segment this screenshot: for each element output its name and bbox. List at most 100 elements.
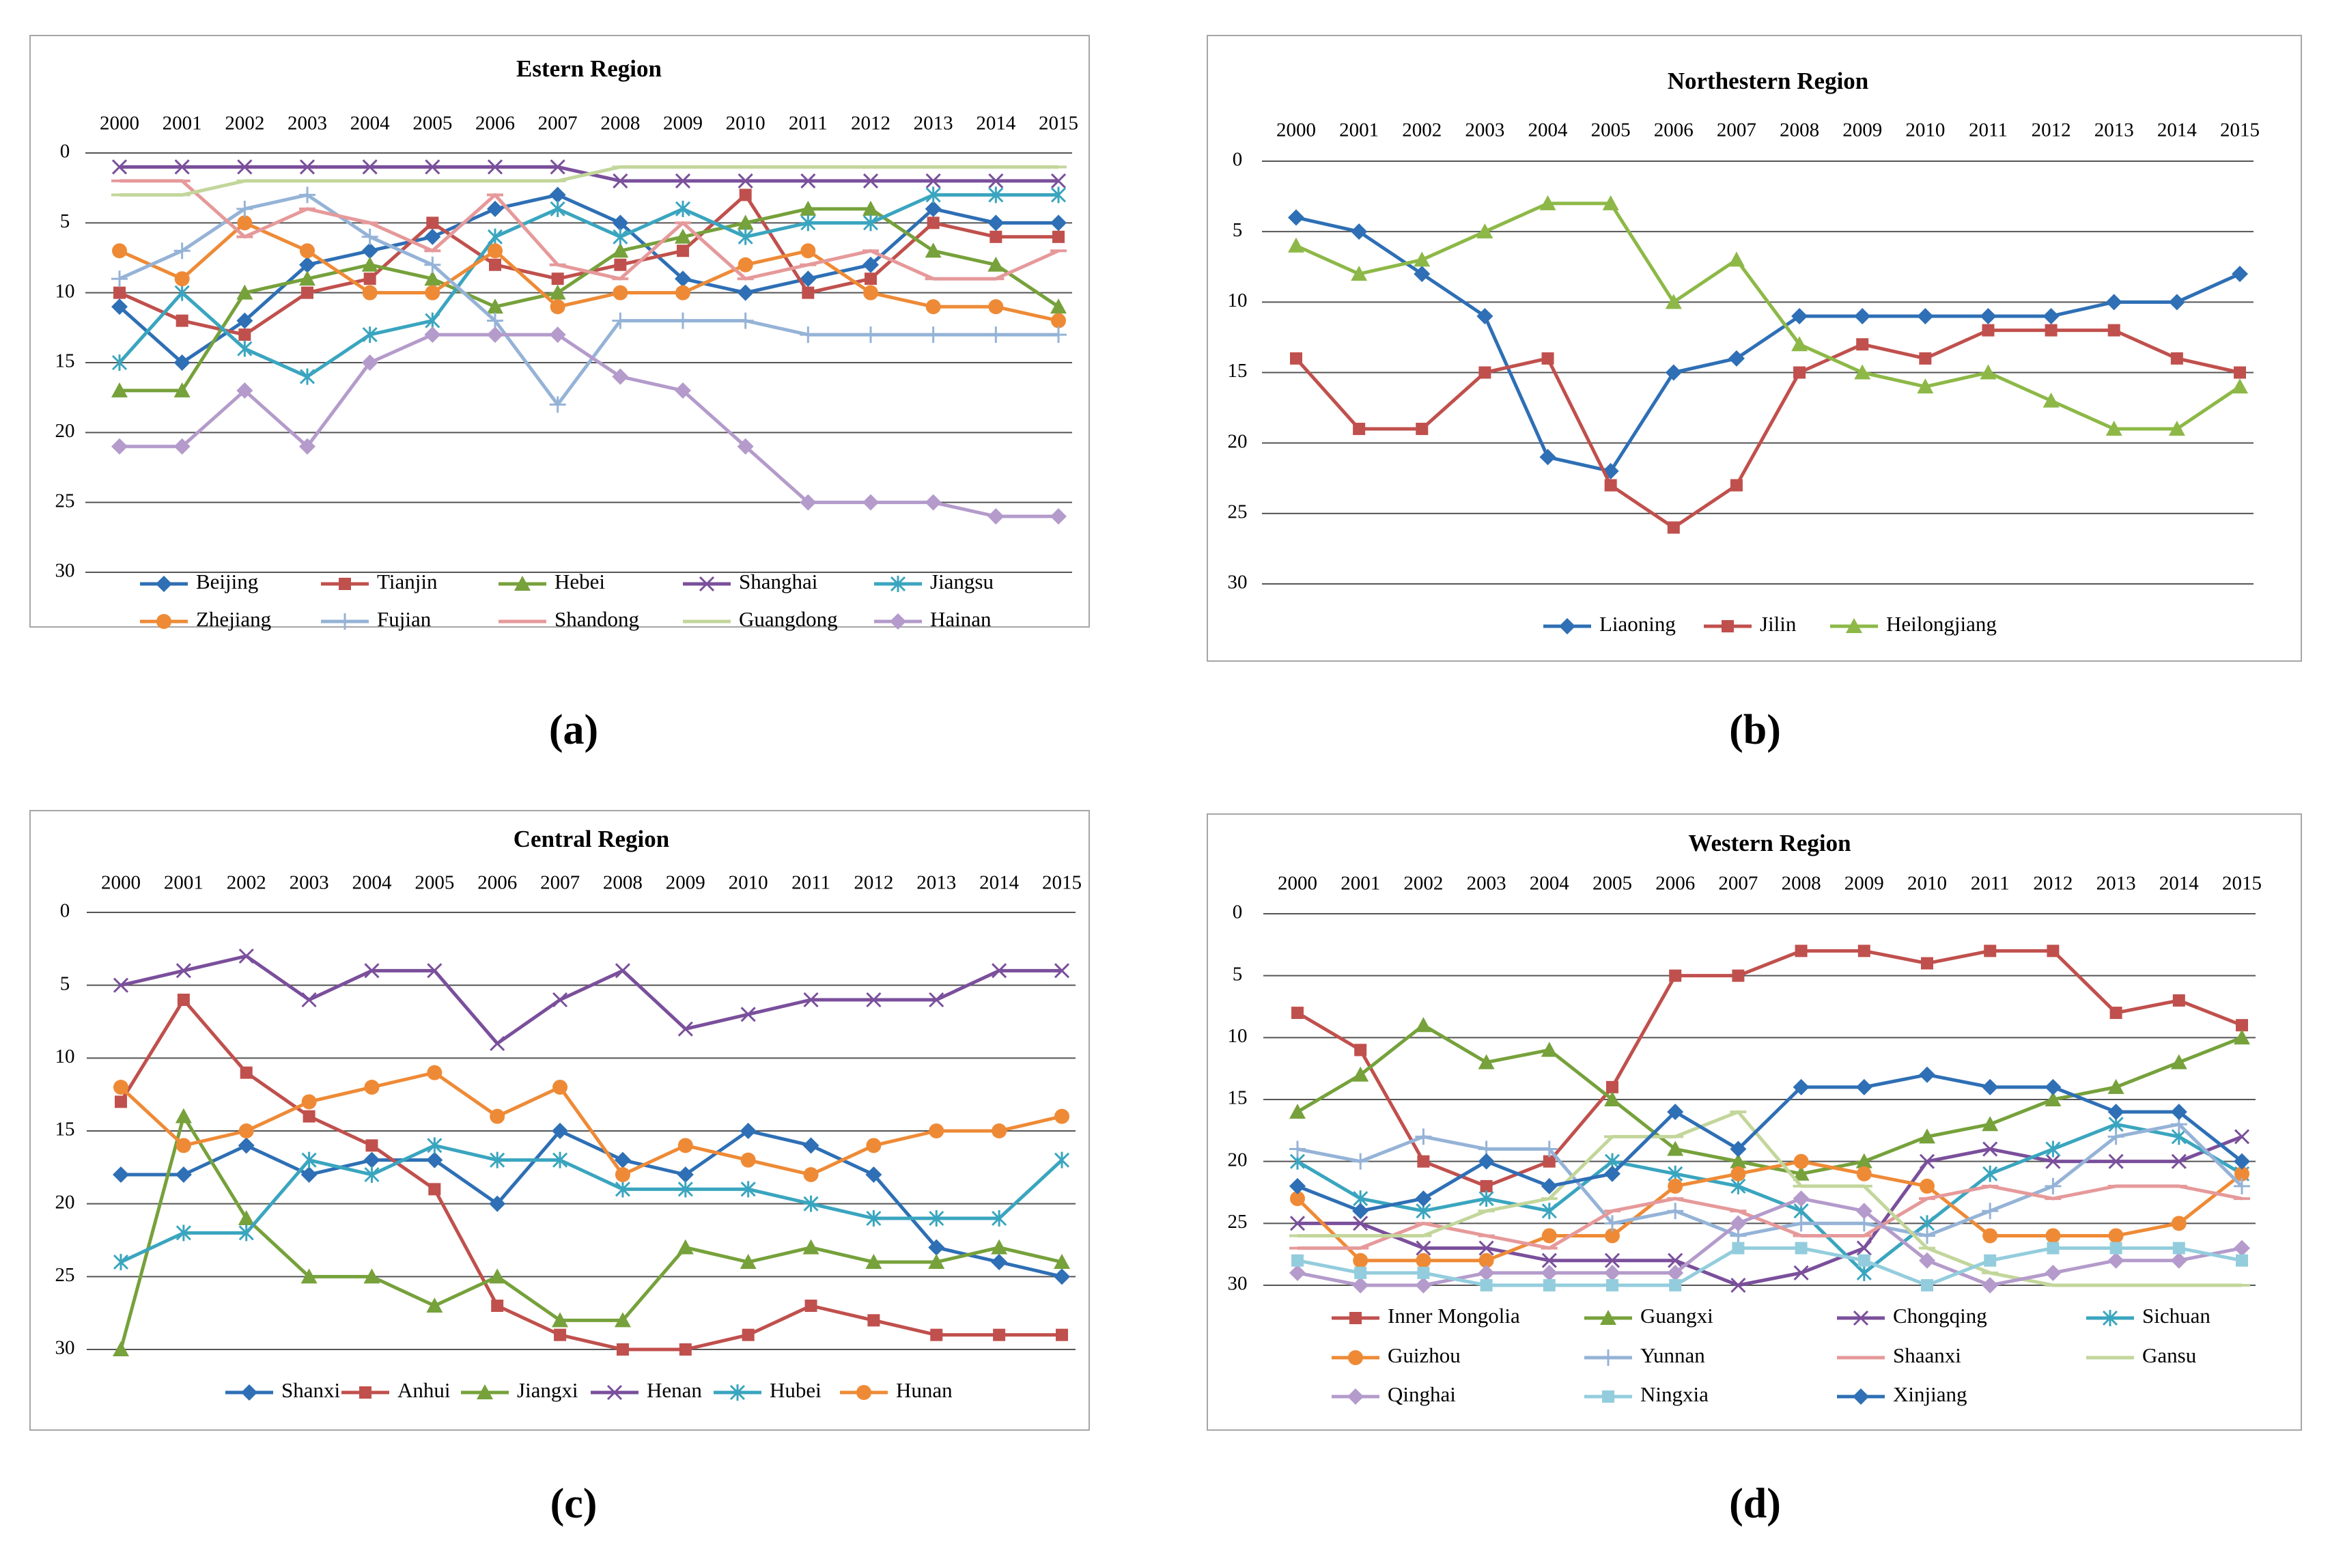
chart-4-y-tick-label: 25 xyxy=(1228,1211,1248,1233)
chart-1-data-point xyxy=(362,285,378,300)
chart-2-data-point xyxy=(1414,266,1431,283)
chart-3-legend-marker xyxy=(856,1385,871,1400)
chart-1-data-point xyxy=(236,312,253,329)
chart-4-y-tick-label: 30 xyxy=(1228,1273,1248,1295)
chart-4-data-point xyxy=(1667,1264,1684,1281)
chart-1-y-tick-label: 30 xyxy=(55,560,75,582)
chart-4-data-point xyxy=(1480,1279,1493,1291)
chart-1-data-point xyxy=(299,256,315,273)
chart-3-x-tick-label: 2011 xyxy=(791,872,830,894)
chart-3-legend-item: Henan xyxy=(591,1378,702,1402)
chart-3-data-point xyxy=(427,1065,443,1080)
chart-1-x-tick-label: 2004 xyxy=(350,113,391,135)
chart-1-data-point xyxy=(487,159,503,175)
chart-1-data-point xyxy=(925,242,942,258)
chart-3-data-point xyxy=(616,1343,629,1356)
chart-4-data-point xyxy=(1541,1041,1558,1057)
chart-2-y-tick-label: 10 xyxy=(1228,290,1248,311)
chart-3-data-point xyxy=(113,1341,129,1356)
chart-4-data-point xyxy=(1352,1153,1369,1170)
chart-1-y-tick-label: 20 xyxy=(55,420,75,442)
chart-4-legend-label: Guizhou xyxy=(1388,1343,1461,1367)
chart-4-data-point xyxy=(1354,1266,1367,1279)
chart-3-data-point xyxy=(428,1183,441,1196)
chart-4-data-point xyxy=(1668,1252,1683,1268)
chart-3-data-point xyxy=(301,1151,317,1168)
chart-3-data-point xyxy=(301,1094,317,1110)
chart-3-data-point xyxy=(176,1224,191,1242)
chart-1-data-point xyxy=(800,270,817,288)
chart-4-data-point xyxy=(2109,1242,2122,1255)
chart-4-data-point xyxy=(2171,1216,2187,1231)
chart-1-series-beijing xyxy=(111,186,1067,371)
chart-3-data-point xyxy=(489,1195,506,1212)
chart-2-y-tick-label: 20 xyxy=(1228,430,1248,452)
chart-1-data-point xyxy=(299,270,315,286)
chart-1-legend-item: Hainan xyxy=(874,607,992,631)
chart-4-data-point xyxy=(2047,1242,2060,1255)
chart-4-data-point xyxy=(1919,1128,1935,1144)
chart-3-x-tick-label: 2014 xyxy=(979,872,1020,894)
chart-1-data-point xyxy=(925,173,941,188)
chart-2-x-tick-label: 2012 xyxy=(2032,120,2071,141)
chart-3-data-point xyxy=(552,1312,569,1328)
chart-4-legend-item: Qinghai xyxy=(1332,1382,1456,1406)
chart-3-data-point xyxy=(113,1166,129,1183)
chart-3-data-point xyxy=(929,992,944,1008)
chart-1-data-point xyxy=(301,286,313,299)
chart-2-x-tick-label: 2010 xyxy=(1905,120,1945,141)
chart-3-data-point xyxy=(677,1239,694,1255)
chart-4-series-line xyxy=(1297,1122,2243,1237)
chart-2-legend-label: Heilongjiang xyxy=(1886,612,1997,636)
chart-1-data-point xyxy=(612,242,629,258)
chart-4-x-tick-label: 2002 xyxy=(1403,873,1443,895)
chart-3-x-tick-label: 2007 xyxy=(540,872,580,894)
chart-3-series-henan xyxy=(113,948,1070,1052)
chart-4-y-tick-label: 15 xyxy=(1228,1087,1248,1109)
chart-4-data-point xyxy=(1606,1080,1618,1093)
chart-2-x-tick-label: 2000 xyxy=(1276,120,1316,141)
chart-4-data-point xyxy=(1982,1141,1998,1157)
chart-1-data-point xyxy=(111,298,128,316)
chart-4-panel: Western Region 0 5 10 15 20 25 30 2000 2001 2002 20… xyxy=(1207,813,2302,1431)
chart-1-data-point xyxy=(550,159,565,175)
chart-4-data-point xyxy=(2047,944,2060,957)
chart-4-title: Western Region xyxy=(1688,830,1851,856)
chart-1-data-point xyxy=(487,298,503,314)
chart-3-series-hunan xyxy=(113,1065,1069,1182)
chart-4-data-point xyxy=(2108,1153,2124,1169)
chart-1-legend-label: Beijing xyxy=(196,570,258,593)
chart-1-data-point xyxy=(738,257,753,272)
chart-1-data-point xyxy=(174,284,190,301)
chart-4-x-tick-label: 2011 xyxy=(1971,873,2010,895)
chart-3-legend-marker xyxy=(241,1384,257,1401)
chart-4-data-point xyxy=(1541,1203,1557,1220)
chart-1-data-point xyxy=(738,228,753,245)
chart-4-series-line xyxy=(1296,1160,2243,1263)
chart-1-data-point xyxy=(426,216,439,229)
chart-3-data-point xyxy=(615,963,630,979)
chart-1-data-point xyxy=(299,368,315,385)
chart-4-x-tick-label: 2013 xyxy=(2096,873,2136,895)
chart-2-data-point xyxy=(1793,366,1806,379)
chart-2-data-point xyxy=(1980,307,1997,324)
chart-4-legend-label: Qinghai xyxy=(1388,1382,1456,1406)
chart-1-data-point xyxy=(737,312,754,329)
chart-1-data-point xyxy=(174,271,190,287)
chart-1-x-tick-label: 2005 xyxy=(412,113,452,135)
chart-1-data-point xyxy=(425,159,440,175)
chart-2-data-point xyxy=(1414,251,1431,267)
chart-3-y-tick-label: 0 xyxy=(60,900,70,922)
chart-4-data-point xyxy=(1793,1078,1810,1095)
chart-2-data-point xyxy=(2043,392,2060,408)
chart-4-data-point xyxy=(2170,1054,2187,1069)
chart-1-data-point xyxy=(988,299,1004,315)
chart-3-data-point xyxy=(677,1021,693,1037)
chart-1-legend-label: Hainan xyxy=(930,607,992,631)
chart-4-data-point xyxy=(1478,1054,1495,1069)
chart-3-data-point xyxy=(615,1167,630,1182)
chart-3-data-point xyxy=(300,1166,318,1183)
chart-1-data-point xyxy=(238,328,251,341)
chart-4-data-point xyxy=(1541,1140,1558,1158)
chart-1-data-point xyxy=(613,173,628,188)
